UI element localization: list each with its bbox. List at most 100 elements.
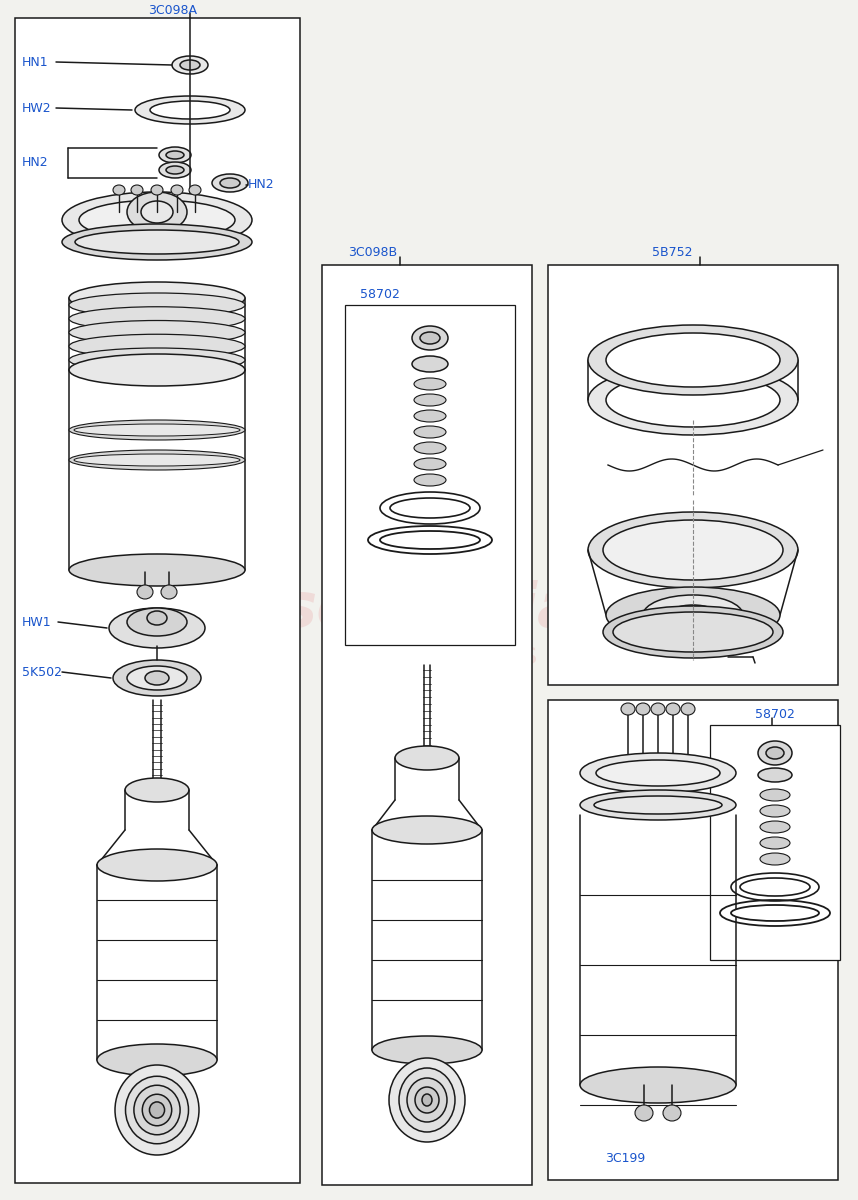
Ellipse shape bbox=[596, 760, 720, 786]
Ellipse shape bbox=[412, 326, 448, 350]
Ellipse shape bbox=[414, 458, 446, 470]
Bar bbox=[345, 305, 515, 646]
Ellipse shape bbox=[621, 703, 635, 715]
Ellipse shape bbox=[372, 1036, 482, 1064]
Ellipse shape bbox=[69, 293, 245, 317]
Text: 58702: 58702 bbox=[755, 708, 795, 721]
Ellipse shape bbox=[760, 838, 790, 850]
Ellipse shape bbox=[580, 754, 736, 793]
Ellipse shape bbox=[603, 606, 783, 658]
Ellipse shape bbox=[681, 703, 695, 715]
Ellipse shape bbox=[180, 60, 200, 70]
Ellipse shape bbox=[69, 320, 245, 344]
Ellipse shape bbox=[113, 185, 125, 194]
Ellipse shape bbox=[171, 185, 183, 194]
Ellipse shape bbox=[420, 332, 440, 344]
Ellipse shape bbox=[212, 174, 248, 192]
Ellipse shape bbox=[760, 805, 790, 817]
Ellipse shape bbox=[97, 1044, 217, 1076]
Ellipse shape bbox=[159, 146, 191, 163]
Ellipse shape bbox=[407, 1078, 447, 1122]
Ellipse shape bbox=[414, 410, 446, 422]
Ellipse shape bbox=[414, 442, 446, 454]
Ellipse shape bbox=[760, 790, 790, 802]
Text: c a r   p a r t s: c a r p a r t s bbox=[323, 641, 537, 670]
Ellipse shape bbox=[115, 1066, 199, 1154]
Ellipse shape bbox=[69, 282, 245, 314]
Ellipse shape bbox=[131, 185, 143, 194]
Ellipse shape bbox=[62, 192, 252, 248]
Text: HN2: HN2 bbox=[22, 156, 49, 168]
Text: HW1: HW1 bbox=[22, 616, 51, 629]
Ellipse shape bbox=[760, 853, 790, 865]
Ellipse shape bbox=[588, 512, 798, 588]
Ellipse shape bbox=[69, 335, 245, 359]
Ellipse shape bbox=[127, 192, 187, 232]
Ellipse shape bbox=[414, 474, 446, 486]
Ellipse shape bbox=[69, 554, 245, 586]
Bar bbox=[710, 725, 840, 960]
Ellipse shape bbox=[134, 1085, 180, 1135]
Ellipse shape bbox=[606, 373, 780, 427]
Ellipse shape bbox=[151, 185, 163, 194]
Ellipse shape bbox=[380, 530, 480, 550]
Ellipse shape bbox=[731, 905, 819, 922]
Text: 5B752: 5B752 bbox=[652, 246, 692, 259]
Ellipse shape bbox=[643, 595, 743, 635]
Ellipse shape bbox=[390, 498, 470, 518]
Text: HN1: HN1 bbox=[22, 55, 49, 68]
Ellipse shape bbox=[147, 611, 167, 625]
Ellipse shape bbox=[372, 816, 482, 844]
Ellipse shape bbox=[125, 1076, 189, 1144]
Ellipse shape bbox=[580, 790, 736, 820]
Ellipse shape bbox=[149, 1102, 165, 1118]
Ellipse shape bbox=[414, 378, 446, 390]
Ellipse shape bbox=[79, 200, 235, 240]
Ellipse shape bbox=[414, 426, 446, 438]
Ellipse shape bbox=[606, 587, 780, 643]
Ellipse shape bbox=[145, 671, 169, 685]
Ellipse shape bbox=[594, 796, 722, 814]
Ellipse shape bbox=[74, 424, 240, 436]
Bar bbox=[322, 265, 532, 1186]
Text: HW2: HW2 bbox=[22, 102, 51, 114]
Ellipse shape bbox=[135, 96, 245, 124]
Ellipse shape bbox=[69, 450, 245, 470]
Ellipse shape bbox=[758, 740, 792, 766]
Bar bbox=[548, 700, 838, 1180]
Ellipse shape bbox=[412, 356, 448, 372]
Ellipse shape bbox=[580, 1067, 736, 1103]
Ellipse shape bbox=[62, 224, 252, 260]
Ellipse shape bbox=[668, 605, 718, 625]
Text: 5K502: 5K502 bbox=[22, 666, 62, 678]
Ellipse shape bbox=[740, 878, 810, 896]
Ellipse shape bbox=[395, 746, 459, 770]
Ellipse shape bbox=[758, 768, 792, 782]
Ellipse shape bbox=[166, 166, 184, 174]
Ellipse shape bbox=[142, 1094, 172, 1126]
Ellipse shape bbox=[75, 230, 239, 254]
Ellipse shape bbox=[161, 584, 177, 599]
Ellipse shape bbox=[141, 200, 173, 223]
Ellipse shape bbox=[636, 703, 650, 715]
Ellipse shape bbox=[125, 778, 189, 802]
Ellipse shape bbox=[69, 354, 245, 386]
Ellipse shape bbox=[97, 850, 217, 881]
Ellipse shape bbox=[159, 162, 191, 178]
Ellipse shape bbox=[69, 420, 245, 440]
Ellipse shape bbox=[127, 608, 187, 636]
Text: scuderia: scuderia bbox=[280, 580, 580, 640]
Bar bbox=[548, 265, 838, 685]
Ellipse shape bbox=[150, 101, 230, 119]
Ellipse shape bbox=[74, 454, 240, 466]
Ellipse shape bbox=[588, 365, 798, 434]
Ellipse shape bbox=[109, 608, 205, 648]
Text: 3C199: 3C199 bbox=[605, 1152, 645, 1164]
Ellipse shape bbox=[760, 821, 790, 833]
Ellipse shape bbox=[613, 612, 773, 652]
Text: HN2: HN2 bbox=[248, 179, 275, 192]
Ellipse shape bbox=[663, 1105, 681, 1121]
Ellipse shape bbox=[588, 325, 798, 395]
Ellipse shape bbox=[127, 666, 187, 690]
Text: 3C098A: 3C098A bbox=[148, 4, 197, 17]
